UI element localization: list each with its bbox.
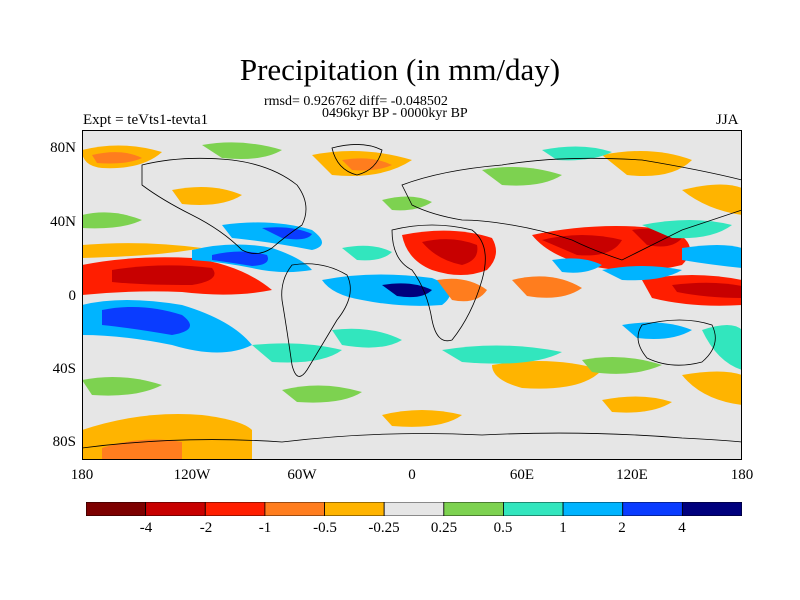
anomaly-patch [252, 343, 342, 363]
anomaly-patch [212, 251, 268, 266]
anomaly-patch [102, 306, 190, 335]
anomaly-patch [172, 186, 242, 205]
coastline-south-america [281, 263, 351, 377]
anomaly-patch [582, 356, 662, 374]
anomaly-patch [682, 184, 742, 215]
anomaly-patch [642, 220, 732, 239]
colorbar-label: 4 [678, 520, 686, 536]
colorbar-swatch [86, 502, 147, 516]
anomaly-patch [102, 439, 182, 460]
rmsd-diff-stats: rmsd= 0.926762 diff= -0.048502 [264, 94, 448, 109]
lon-label: 120W [173, 467, 211, 483]
lon-label: 180 [70, 467, 94, 483]
anomaly-patch [342, 158, 392, 171]
lat-label: 0 [68, 288, 77, 304]
colorbar-label: -2 [199, 520, 213, 536]
anomaly-patch [82, 376, 162, 396]
anomaly-patch [492, 361, 602, 389]
colorbar-label: -4 [139, 520, 153, 536]
coastline-eurasia [401, 157, 742, 261]
anomaly-patch [92, 152, 142, 164]
anomaly-patch [382, 196, 432, 211]
precipitation-map [82, 130, 742, 460]
season-label: JJA [716, 112, 739, 128]
coastline-greenland [331, 144, 383, 176]
anomaly-patch [202, 142, 282, 159]
coastline-australia [637, 319, 716, 366]
colorbar-label: 0.5 [493, 520, 513, 536]
colorbar-label: -0.25 [368, 520, 400, 536]
lat-label: 40N [50, 214, 76, 230]
anomaly-patch [262, 227, 312, 240]
anomaly-patch [702, 325, 742, 370]
lon-label: 60E [509, 467, 535, 483]
colorbar-label: 0.25 [430, 520, 458, 536]
anomaly-patch [552, 258, 602, 273]
lon-label: 120E [616, 467, 648, 483]
anomaly-patch [542, 235, 622, 256]
colorbar-swatch [681, 502, 742, 516]
anomaly-patch [442, 345, 562, 364]
colorbar [86, 502, 742, 516]
colorbar-swatch [324, 502, 385, 516]
anomaly-patch [382, 410, 462, 427]
coastline-north-america [141, 157, 307, 254]
colorbar-swatch [503, 502, 564, 516]
colorbar-label: -0.5 [313, 520, 337, 536]
anomaly-patch [682, 245, 742, 268]
lat-label: 40S [52, 361, 76, 377]
anomaly-patch [82, 243, 202, 258]
anomaly-patch [82, 212, 142, 229]
lon-label: 60W [287, 467, 317, 483]
colorbar-label: 2 [618, 520, 626, 536]
colorbar-swatch [264, 502, 325, 516]
colorbar-swatch [383, 502, 445, 516]
lon-label: 180 [730, 467, 754, 483]
coastlines [82, 144, 742, 449]
anomaly-patch [602, 151, 692, 176]
anomaly-patch [382, 283, 432, 298]
map-frame [82, 130, 742, 460]
anomaly-patch [512, 276, 582, 298]
anomaly-patch [602, 396, 672, 413]
colorbar-swatch [145, 502, 206, 516]
anomaly-patch [682, 371, 742, 405]
coastline-antarctica [82, 432, 742, 449]
colorbar-swatch [443, 502, 504, 516]
anomaly-patch [672, 282, 742, 298]
colorbar-swatch [204, 502, 266, 516]
anomaly-patch [542, 146, 612, 161]
colorbar-label: 1 [559, 520, 567, 536]
anomaly-patch [422, 239, 478, 265]
anomaly-patch [482, 166, 562, 186]
anomaly-patch [622, 322, 692, 339]
anomaly-patch [437, 278, 487, 302]
anomaly-patch [332, 328, 402, 348]
plot-title: Precipitation (in mm/day) [239, 52, 561, 87]
lon-label: 0 [408, 467, 416, 483]
period-label: 0496kyr BP - 0000kyr BP [322, 106, 468, 121]
colorbar-label: -1 [258, 520, 272, 536]
anomaly-patch [322, 274, 450, 306]
experiment-label: Expt = teVts1-tevta1 [83, 112, 209, 128]
anomaly-patch [112, 265, 215, 285]
anomaly-patch [602, 266, 682, 281]
lat-label: 80S [52, 434, 76, 450]
anomaly-patch [342, 245, 392, 261]
colorbar-swatch [562, 502, 624, 516]
anomaly-patch [282, 385, 362, 403]
colorbar-swatch [622, 502, 683, 516]
coastline-africa [391, 224, 486, 342]
lat-label: 80N [50, 140, 76, 156]
